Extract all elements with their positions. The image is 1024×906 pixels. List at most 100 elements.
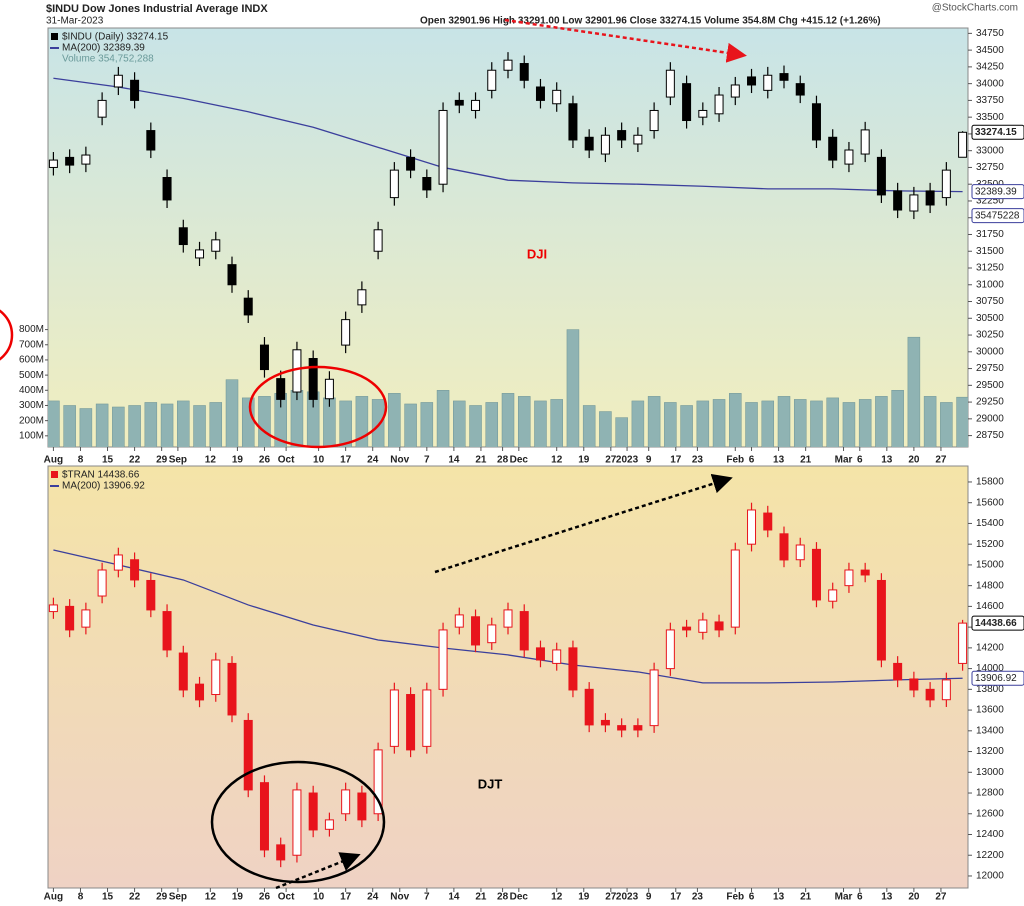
x-tick-label: Dec <box>510 892 529 903</box>
candle-body <box>97 569 107 597</box>
candle-body <box>698 109 708 118</box>
candle-body <box>730 84 740 98</box>
y-tick-label: 34500 <box>976 45 1004 56</box>
x-tick-label: 6 <box>749 892 755 903</box>
y-tick-label: 32750 <box>976 162 1004 173</box>
x-tick-label: 14 <box>448 892 460 903</box>
y-tick-label: 14600 <box>976 601 1004 612</box>
candle-body <box>893 190 903 211</box>
legend-entry: MA(200) 13906.92 <box>62 481 145 492</box>
highlight-circle <box>0 309 14 361</box>
candle-body <box>276 844 286 861</box>
candle-body <box>925 688 935 701</box>
x-tick-label: 28 <box>497 455 509 466</box>
candle-body <box>714 621 724 631</box>
x-tick-label: 19 <box>232 892 244 903</box>
x-tick-label: 22 <box>129 455 141 466</box>
y-tick-label: 30750 <box>976 296 1004 307</box>
x-tick-label: 20 <box>908 455 920 466</box>
candle-body <box>81 609 91 628</box>
candle-body <box>584 688 594 726</box>
volume-bar <box>258 396 271 447</box>
volume-bar <box>517 396 531 447</box>
candle-body <box>958 622 968 664</box>
y-tick-label: 30500 <box>976 313 1004 324</box>
y-tick-label: 12000 <box>976 871 1004 882</box>
x-tick-label: 12 <box>205 455 217 466</box>
candle-body <box>600 134 610 155</box>
x-tick-label: Dec <box>510 455 529 466</box>
x-tick-label: 6 <box>749 455 755 466</box>
last-value-box <box>971 124 1024 140</box>
y-tick-label: 31000 <box>976 279 1004 290</box>
volume-bar <box>225 379 239 447</box>
volume-bar <box>339 400 352 447</box>
candle-body <box>844 149 854 165</box>
annotation: DJI <box>527 246 547 261</box>
last-value-label: 35475228 <box>975 210 1020 221</box>
y-tick-label: 13800 <box>976 684 1004 695</box>
y-tick-label: 12600 <box>976 808 1004 819</box>
candle-body <box>292 789 302 856</box>
candle-body <box>471 99 481 111</box>
x-tick-label: Mar <box>835 892 853 903</box>
candle-body <box>747 76 757 86</box>
x-tick-label: Oct <box>278 455 295 466</box>
annotations <box>0 18 747 890</box>
volume-tick-label: 300M <box>19 400 44 411</box>
volume-tick-label: 200M <box>19 415 44 426</box>
volume-bar <box>501 393 515 447</box>
candle-body <box>357 289 367 306</box>
volume-bar <box>388 393 401 447</box>
candle-body <box>308 358 318 400</box>
candle-body <box>860 129 870 155</box>
candle-body <box>811 548 821 601</box>
y-tick-label: 13200 <box>976 746 1004 757</box>
last-value-box <box>971 208 1024 224</box>
legend-entry: $INDU (Daily) 33274.15 <box>62 32 169 43</box>
x-tick-label: 6 <box>857 892 863 903</box>
volume-bar <box>355 396 369 447</box>
candle-body <box>763 74 773 91</box>
y-tick-label: 31750 <box>976 229 1004 240</box>
volume-bar <box>777 396 791 447</box>
candle-body <box>65 156 75 166</box>
volume-bar <box>599 411 612 447</box>
x-tick-label: 17 <box>670 892 682 903</box>
y-tick-label: 29250 <box>976 397 1004 408</box>
candle-body <box>341 789 351 815</box>
candle-body <box>860 569 870 576</box>
candle-body <box>487 69 497 91</box>
x-tick-label: 14 <box>448 455 460 466</box>
x-tick-label: 24 <box>367 455 379 466</box>
candle-body <box>730 549 740 628</box>
candle-body <box>308 792 318 831</box>
y-tick-label: 12200 <box>976 850 1004 861</box>
candle-body <box>925 190 935 206</box>
x-tick-label: 10 <box>313 892 325 903</box>
candle-body <box>211 239 221 252</box>
x-tick-label: Aug <box>44 455 63 466</box>
candle-body <box>600 719 610 726</box>
x-tick-label: 21 <box>800 455 812 466</box>
x-tick-label: 7 <box>424 892 430 903</box>
candle-body <box>227 264 237 286</box>
x-tick-label: 19 <box>232 455 244 466</box>
legend-icon <box>51 33 58 40</box>
candle-body <box>535 86 545 101</box>
x-tick-label: 15 <box>102 892 114 903</box>
y-tick-label: 31500 <box>976 246 1004 257</box>
candle-body <box>195 683 205 701</box>
volume-tick-label: 600M <box>19 355 44 366</box>
y-tick-label: 32250 <box>976 196 1004 207</box>
candle-body <box>113 74 123 88</box>
x-tick-label: 20 <box>908 892 920 903</box>
volume-bar <box>923 396 937 447</box>
volume-bar <box>842 402 856 447</box>
candle-body <box>649 669 659 727</box>
x-tick-label: 13 <box>773 455 785 466</box>
volume-bar <box>696 400 710 447</box>
volume-bar <box>112 406 125 447</box>
candle-body <box>909 678 919 691</box>
candle-body <box>97 99 107 118</box>
